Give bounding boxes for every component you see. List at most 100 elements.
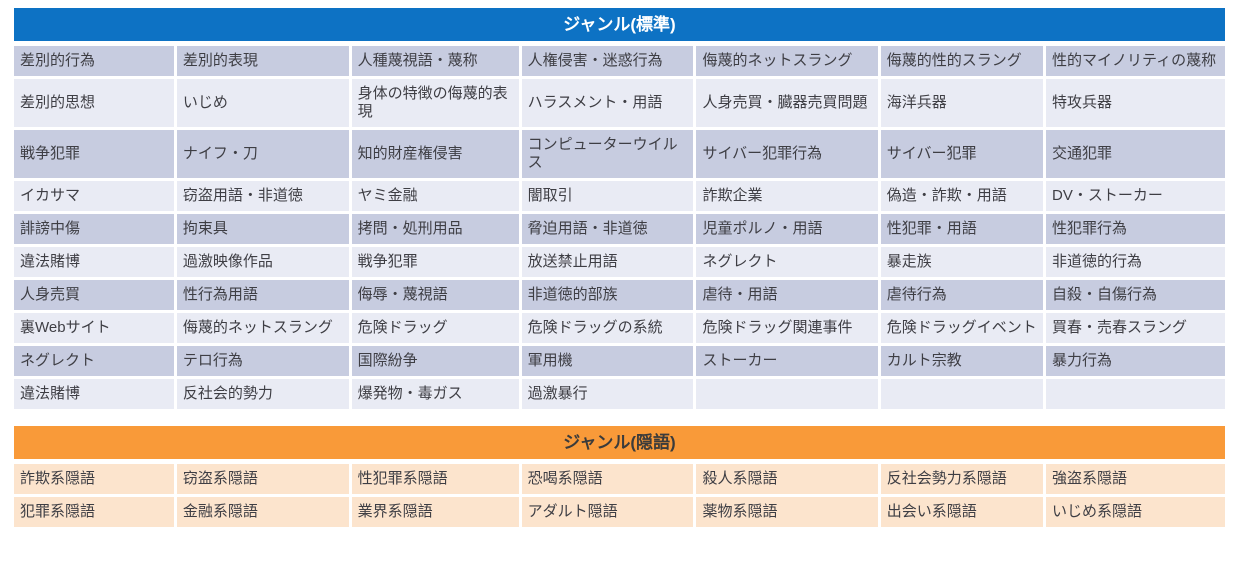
genre-cell: 人種蔑視語・蔑称 (351, 46, 519, 76)
genre-cell: ナイフ・刀 (176, 130, 349, 178)
table-row: 誹謗中傷 拘束具 拷問・処刑用品 脅迫用語・非道徳 児童ポルノ・用語 性犯罪・用語 性犯罪行… (14, 214, 1225, 244)
genre-cell: ハラスメント・用語 (521, 79, 694, 127)
genre-cell (1046, 379, 1225, 409)
genre-cell: 児童ポルノ・用語 (696, 214, 878, 244)
genre-tables-page: ジャンル(標準) 差別的行為 差別的表現 人種蔑視語・蔑称 人権侵害・迷惑行為 侮蔑的ネ… (14, 8, 1225, 530)
genre-cell: 業界系隠語 (351, 497, 519, 527)
genre-cell: 窃盗用語・非道徳 (176, 181, 349, 211)
genre-cell: 侮蔑的性的スラング (880, 46, 1043, 76)
table-row: ネグレクト テロ行為 国際紛争 軍用機 ストーカー カルト宗教 暴力行為 (14, 346, 1225, 376)
genre-cell: 金融系隠語 (176, 497, 349, 527)
genre-cell: 身体の特徴の侮蔑的表現 (351, 79, 519, 127)
genre-cell: 差別的思想 (14, 79, 174, 127)
genre-cell: 非道徳的部族 (521, 280, 694, 310)
genre-cell: ヤミ金融 (351, 181, 519, 211)
genre-cell: 差別的表現 (176, 46, 349, 76)
genre-cell: 虐待行為 (880, 280, 1043, 310)
genre-cell: イカサマ (14, 181, 174, 211)
genre-cell: ネグレクト (14, 346, 174, 376)
genre-cell: 過激映像作品 (176, 247, 349, 277)
genre-cell: 窃盗系隠語 (176, 464, 349, 494)
genre-cell: 裏Webサイト (14, 313, 174, 343)
genre-cell: 恐喝系隠語 (521, 464, 694, 494)
genre-cell: 自殺・自傷行為 (1046, 280, 1225, 310)
genre-cell: 放送禁止用語 (521, 247, 694, 277)
genre-cell: 詐欺企業 (696, 181, 878, 211)
genre-cell: 薬物系隠語 (696, 497, 878, 527)
genre-cell: 危険ドラッグの系統 (521, 313, 694, 343)
genre-cell: 特攻兵器 (1046, 79, 1225, 127)
genre-cell: 誹謗中傷 (14, 214, 174, 244)
genre-cell: 差別的行為 (14, 46, 174, 76)
genre-cell: 人身売買・臓器売買問題 (696, 79, 878, 127)
table-row: イカサマ 窃盗用語・非道徳 ヤミ金融 闇取引 詐欺企業 偽造・詐欺・用語 DV・ストーカー (14, 181, 1225, 211)
genre-cell: 闇取引 (521, 181, 694, 211)
genre-cell: 侮辱・蔑視語 (351, 280, 519, 310)
genre-cell: 暴力行為 (1046, 346, 1225, 376)
genre-cell: サイバー犯罪 (880, 130, 1043, 178)
genre-cell: 暴走族 (880, 247, 1043, 277)
genre-cell: 詐欺系隠語 (14, 464, 174, 494)
table-row: 戦争犯罪 ナイフ・刀 知的財産権侵害 コンピューターウイルス サイバー犯罪行為 サイバー犯… (14, 130, 1225, 178)
genre-cell: 脅迫用語・非道徳 (521, 214, 694, 244)
table-row: 裏Webサイト 侮蔑的ネットスラング 危険ドラッグ 危険ドラッグの系統 危険ドラッグ関連… (14, 313, 1225, 343)
genre-cell: 侮蔑的ネットスラング (176, 313, 349, 343)
genre-cell (696, 379, 878, 409)
genre-cell: 性行為用語 (176, 280, 349, 310)
genre-cell: 戦争犯罪 (351, 247, 519, 277)
genre-cell: ネグレクト (696, 247, 878, 277)
slang-genre-section: ジャンル(隠語) 詐欺系隠語 窃盗系隠語 性犯罪系隠語 恐喝系隠語 殺人系隠語 反社会勢力… (14, 426, 1225, 530)
genre-cell: カルト宗教 (880, 346, 1043, 376)
genre-cell: 買春・売春スラング (1046, 313, 1225, 343)
genre-cell: 性犯罪行為 (1046, 214, 1225, 244)
genre-cell: 性的マイノリティの蔑称 (1046, 46, 1225, 76)
genre-cell: 反社会勢力系隠語 (880, 464, 1043, 494)
genre-cell: 軍用機 (521, 346, 694, 376)
genre-cell: DV・ストーカー (1046, 181, 1225, 211)
table-row: 差別的行為 差別的表現 人種蔑視語・蔑称 人権侵害・迷惑行為 侮蔑的ネットスラング 侮蔑的… (14, 46, 1225, 76)
table-row: 人身売買 性行為用語 侮辱・蔑視語 非道徳的部族 虐待・用語 虐待行為 自殺・自傷行為 (14, 280, 1225, 310)
table-row: 犯罪系隠語 金融系隠語 業界系隠語 アダルト隠語 薬物系隠語 出会い系隠語 いじめ系隠語 (14, 497, 1225, 527)
genre-cell: アダルト隠語 (521, 497, 694, 527)
genre-cell: 違法賭博 (14, 379, 174, 409)
genre-cell: 海洋兵器 (880, 79, 1043, 127)
genre-cell: いじめ系隠語 (1046, 497, 1225, 527)
genre-cell: 国際紛争 (351, 346, 519, 376)
genre-cell: 侮蔑的ネットスラング (696, 46, 878, 76)
genre-cell (880, 379, 1043, 409)
genre-cell: 戦争犯罪 (14, 130, 174, 178)
genre-cell: 危険ドラッグイベント (880, 313, 1043, 343)
standard-genre-table: 差別的行為 差別的表現 人種蔑視語・蔑称 人権侵害・迷惑行為 侮蔑的ネットスラング 侮蔑的… (11, 43, 1228, 412)
genre-cell: 人権侵害・迷惑行為 (521, 46, 694, 76)
genre-cell: テロ行為 (176, 346, 349, 376)
genre-cell: 性犯罪・用語 (880, 214, 1043, 244)
genre-cell: いじめ (176, 79, 349, 127)
genre-cell: 虐待・用語 (696, 280, 878, 310)
genre-cell: サイバー犯罪行為 (696, 130, 878, 178)
genre-cell: ストーカー (696, 346, 878, 376)
genre-cell: 人身売買 (14, 280, 174, 310)
table-row: 詐欺系隠語 窃盗系隠語 性犯罪系隠語 恐喝系隠語 殺人系隠語 反社会勢力系隠語 強盗系隠語 (14, 464, 1225, 494)
genre-cell: 過激暴行 (521, 379, 694, 409)
standard-genre-section: ジャンル(標準) 差別的行為 差別的表現 人種蔑視語・蔑称 人権侵害・迷惑行為 侮蔑的ネ… (14, 8, 1225, 412)
genre-cell: 拘束具 (176, 214, 349, 244)
slang-genre-table: 詐欺系隠語 窃盗系隠語 性犯罪系隠語 恐喝系隠語 殺人系隠語 反社会勢力系隠語 強盗系隠語犯… (11, 461, 1228, 530)
genre-cell: 危険ドラッグ (351, 313, 519, 343)
table-row: 違法賭博 反社会的勢力 爆発物・毒ガス 過激暴行 (14, 379, 1225, 409)
standard-genre-header: ジャンル(標準) (14, 8, 1225, 41)
slang-genre-header: ジャンル(隠語) (14, 426, 1225, 459)
genre-cell: 性犯罪系隠語 (351, 464, 519, 494)
genre-cell: 殺人系隠語 (696, 464, 878, 494)
table-row: 差別的思想 いじめ 身体の特徴の侮蔑的表現 ハラスメント・用語 人身売買・臓器売買問題海… (14, 79, 1225, 127)
genre-cell: 出会い系隠語 (880, 497, 1043, 527)
table-row: 違法賭博 過激映像作品 戦争犯罪 放送禁止用語 ネグレクト 暴走族 非道徳的行為 (14, 247, 1225, 277)
genre-cell: コンピューターウイルス (521, 130, 694, 178)
genre-cell: 非道徳的行為 (1046, 247, 1225, 277)
genre-cell: 犯罪系隠語 (14, 497, 174, 527)
genre-cell: 交通犯罪 (1046, 130, 1225, 178)
genre-cell: 拷問・処刑用品 (351, 214, 519, 244)
genre-cell: 爆発物・毒ガス (351, 379, 519, 409)
genre-cell: 強盗系隠語 (1046, 464, 1225, 494)
genre-cell: 違法賭博 (14, 247, 174, 277)
genre-cell: 反社会的勢力 (176, 379, 349, 409)
